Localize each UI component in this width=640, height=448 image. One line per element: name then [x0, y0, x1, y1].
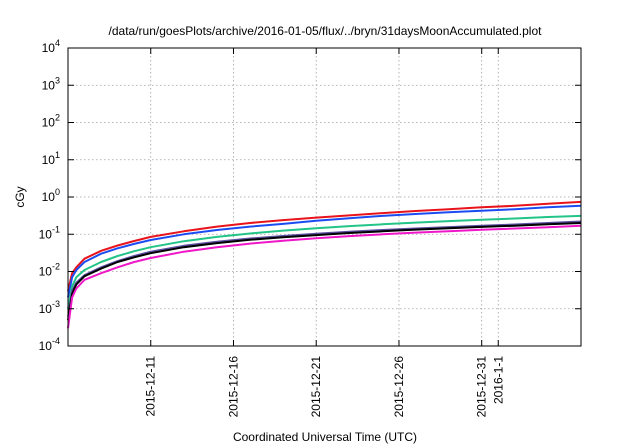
series-line	[67, 222, 582, 321]
y-tick-exponent: 0	[55, 187, 60, 197]
grid	[68, 48, 581, 346]
y-tick-exponent: 3	[55, 75, 60, 85]
y-tick-label: 10-4	[39, 336, 60, 353]
y-tick-label: 101	[42, 150, 60, 167]
series-line	[67, 220, 582, 318]
y-tick-exponent: 1	[55, 150, 60, 160]
series-line	[67, 214, 582, 309]
y-tick-label: 103	[42, 75, 60, 92]
y-tick-base: 10	[39, 302, 53, 316]
y-tick-base: 10	[42, 78, 56, 92]
y-tick-exponent: -4	[52, 336, 60, 346]
y-tick-exponent: -1	[52, 224, 60, 234]
y-tick-label: 10-2	[39, 262, 60, 279]
y-tick-label: 104	[42, 38, 60, 55]
y-tick-label: 100	[42, 187, 60, 204]
series-lines	[67, 200, 582, 329]
y-tick-base: 10	[42, 190, 56, 204]
y-tick-label: 102	[42, 113, 60, 130]
y-axis-label: cGy	[13, 186, 27, 207]
x-tick-label: 2016-1-1	[491, 356, 505, 404]
y-tick-base: 10	[42, 41, 56, 55]
y-tick-base: 10	[39, 227, 53, 241]
series-line	[67, 204, 582, 298]
y-tick-base: 10	[39, 339, 53, 353]
series-line	[67, 200, 582, 292]
x-tick-label: 2015-12-16	[226, 356, 240, 418]
chart-title: /data/run/goesPlots/archive/2016-01-05/f…	[109, 24, 543, 38]
y-tick-exponent: 2	[55, 113, 60, 123]
x-tick-label: 2015-12-31	[475, 356, 489, 418]
x-tick-label: 2015-12-21	[309, 356, 323, 418]
y-tick-label: 10-1	[39, 224, 60, 241]
x-tick-label: 2015-12-26	[392, 356, 406, 418]
y-tick-label: 10-3	[39, 299, 60, 316]
y-tick-exponent: -3	[52, 299, 60, 309]
y-tick-base: 10	[42, 116, 56, 130]
x-tick-label: 2015-12-11	[144, 356, 158, 417]
y-tick-base: 10	[42, 153, 56, 167]
y-tick-exponent: -2	[52, 262, 60, 272]
y-tick-base: 10	[39, 265, 53, 279]
axis-ticks	[68, 47, 581, 347]
series-line	[67, 224, 582, 329]
y-tick-exponent: 4	[55, 38, 60, 48]
x-axis-label: Coordinated Universal Time (UTC)	[233, 430, 417, 444]
